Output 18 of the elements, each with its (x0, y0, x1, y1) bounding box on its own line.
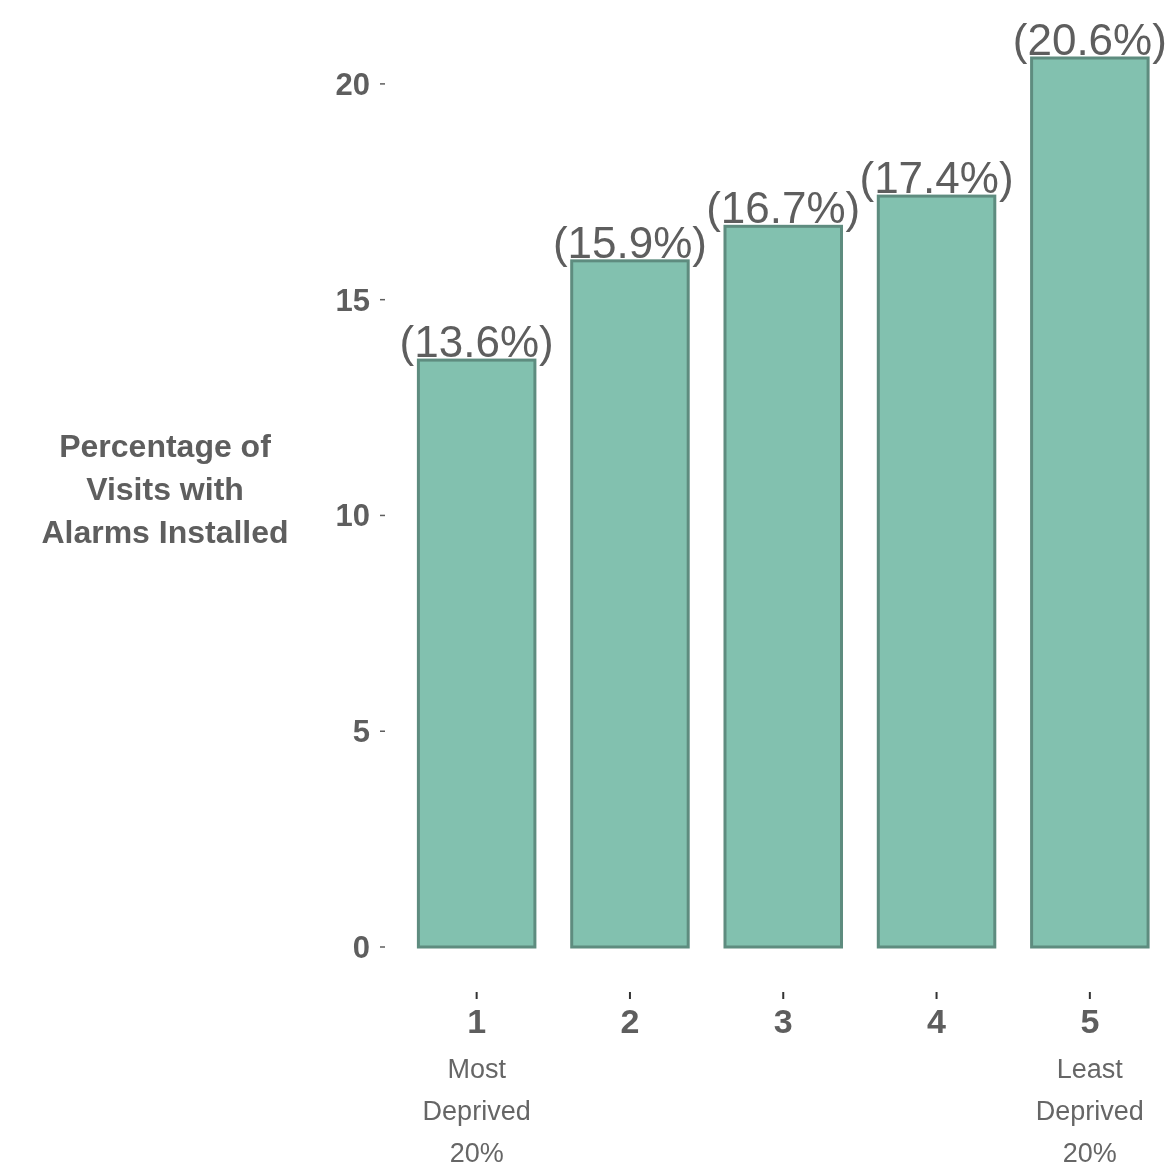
data-label: (20.6%) (1012, 15, 1167, 64)
text: Most Deprived 20% (422, 1054, 531, 1168)
x-tick-label: 2 (620, 1002, 640, 1040)
y-axis-title: Percentage of Visits with Alarms Installed (41, 428, 289, 550)
y-tick-label: 15 (335, 282, 370, 318)
y-tick-label: 20 (335, 66, 370, 102)
y-tick-label: 0 (352, 929, 370, 965)
x-tick-label: 1 (467, 1002, 487, 1040)
x-tick-label: 5 (1080, 1002, 1100, 1040)
y-tick-label: 5 (352, 714, 370, 750)
y-tick-label: 10 (335, 498, 370, 534)
data-label: (13.6%) (399, 317, 554, 367)
text: Least Deprived 20% (1035, 1054, 1144, 1168)
data-label: (16.7%) (706, 183, 861, 233)
data-label: (15.9%) (552, 217, 707, 267)
x-tick-label: 3 (773, 1002, 793, 1040)
x-tick-label: 4 (927, 1002, 947, 1040)
data-label: (17.4%) (859, 153, 1014, 203)
